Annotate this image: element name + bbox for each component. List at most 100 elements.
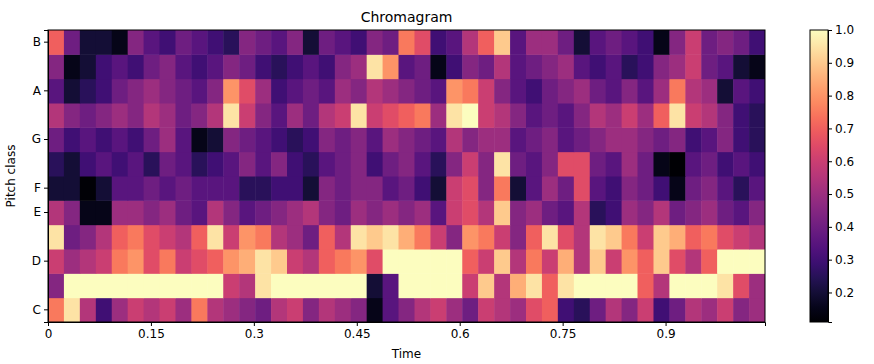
heatmap-cell <box>685 176 701 201</box>
heatmap-cell <box>685 54 701 79</box>
heatmap-cell <box>271 152 287 177</box>
heatmap-cell <box>542 249 558 274</box>
heatmap-cell <box>717 30 733 55</box>
heatmap-cell <box>430 200 446 225</box>
heatmap-cell <box>430 103 446 128</box>
heatmap-cell <box>526 225 542 250</box>
heatmap-cell <box>414 225 430 250</box>
colorbar-tick: 0.9 <box>828 56 854 70</box>
heatmap-cell <box>494 298 510 322</box>
heatmap-cell <box>558 273 574 298</box>
heatmap-cell <box>685 152 701 177</box>
heatmap-cell <box>175 103 191 128</box>
heatmap-cell <box>653 298 669 322</box>
heatmap-cell <box>80 200 96 225</box>
heatmap-cell <box>446 273 462 298</box>
heatmap-cell <box>669 30 685 55</box>
x-tick: 0.45 <box>344 322 371 341</box>
heatmap-cell <box>430 127 446 152</box>
heatmap-cell <box>287 273 303 298</box>
heatmap-cell <box>239 200 255 225</box>
heatmap-cell <box>64 298 80 322</box>
heatmap-cell <box>590 273 606 298</box>
heatmap-cell <box>175 273 191 298</box>
heatmap-cell <box>207 103 223 128</box>
heatmap-cell <box>414 79 430 104</box>
heatmap-cell <box>48 152 64 177</box>
heatmap-cell <box>574 54 590 79</box>
heatmap-cell <box>622 273 638 298</box>
heatmap-cell <box>223 79 239 104</box>
heatmap-cell <box>128 79 144 104</box>
heatmap-cell <box>319 79 335 104</box>
heatmap-cell <box>494 225 510 250</box>
heatmap-cell <box>414 273 430 298</box>
heatmap-cell <box>223 54 239 79</box>
heatmap-cell <box>96 54 112 79</box>
heatmap-cell <box>717 298 733 322</box>
heatmap-cell <box>383 298 399 322</box>
heatmap-cell <box>446 79 462 104</box>
heatmap-cell <box>255 103 271 128</box>
heatmap-cell <box>478 176 494 201</box>
heatmap-cell <box>701 54 717 79</box>
heatmap-cell <box>733 79 749 104</box>
heatmap-cell <box>207 249 223 274</box>
heatmap-cell <box>494 200 510 225</box>
heatmap-cell <box>112 127 128 152</box>
colorbar-tick: 0.3 <box>828 253 854 267</box>
heatmap-cell <box>430 298 446 322</box>
heatmap-cell <box>191 298 207 322</box>
heatmap-cell <box>733 54 749 79</box>
heatmap-cell <box>303 79 319 104</box>
heatmap-cell <box>494 127 510 152</box>
heatmap-cell <box>558 225 574 250</box>
heatmap-cell <box>96 298 112 322</box>
heatmap-cell <box>494 273 510 298</box>
heatmap-cell <box>271 79 287 104</box>
heatmap-cell <box>749 54 765 79</box>
heatmap-cell <box>223 176 239 201</box>
heatmap-cell <box>494 30 510 55</box>
heatmap-cell <box>144 79 160 104</box>
heatmap-cell <box>80 30 96 55</box>
heatmap-cell <box>144 103 160 128</box>
heatmap-cell <box>701 249 717 274</box>
heatmap-cell <box>733 200 749 225</box>
heatmap-cell <box>638 54 654 79</box>
heatmap-cell <box>144 152 160 177</box>
heatmap-cell <box>383 30 399 55</box>
heatmap-cell <box>638 79 654 104</box>
heatmap-cell <box>80 103 96 128</box>
heatmap-cell <box>685 30 701 55</box>
heatmap-cell <box>462 176 478 201</box>
colorbar-tick-mark <box>828 128 832 129</box>
heatmap-cell <box>717 249 733 274</box>
heatmap-cell <box>701 30 717 55</box>
heatmap-cell <box>749 249 765 274</box>
heatmap-cell <box>653 176 669 201</box>
y-tick-label: D <box>32 254 41 268</box>
heatmap-cell <box>526 298 542 322</box>
heatmap-cell <box>717 273 733 298</box>
heatmap-cell <box>669 225 685 250</box>
heatmap-cell <box>638 152 654 177</box>
heatmap-cell <box>335 176 351 201</box>
heatmap-cell <box>558 30 574 55</box>
heatmap-cell <box>685 225 701 250</box>
x-tick: 0.15 <box>138 322 165 341</box>
heatmap-cell <box>733 249 749 274</box>
heatmap-cell <box>367 200 383 225</box>
heatmap-cell <box>669 127 685 152</box>
heatmap-cell <box>319 54 335 79</box>
heatmap-cell <box>590 176 606 201</box>
heatmap-cell <box>239 127 255 152</box>
heatmap-cell <box>223 249 239 274</box>
y-tick-mark <box>44 212 48 213</box>
heatmap-cell <box>558 127 574 152</box>
heatmap-cell <box>478 127 494 152</box>
heatmap-cell <box>622 176 638 201</box>
heatmap-cell <box>383 200 399 225</box>
heatmap-cell <box>287 249 303 274</box>
heatmap-cell <box>653 127 669 152</box>
